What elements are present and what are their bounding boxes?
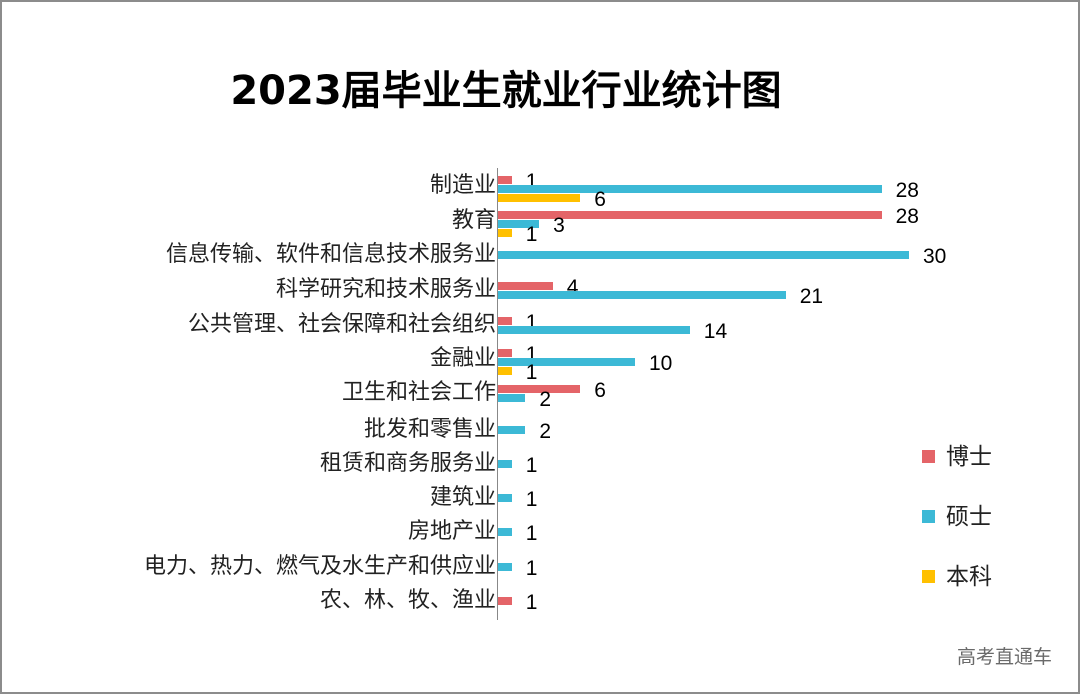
data-label: 1: [525, 454, 538, 477]
data-label: 30: [923, 245, 947, 268]
data-label: 28: [895, 179, 919, 202]
bar-shuoshi: [498, 460, 512, 468]
category-label: 租赁和商务服务业: [319, 451, 496, 476]
category-label: 卫生和社会工作: [341, 380, 496, 405]
category-label: 制造业: [429, 173, 496, 198]
data-label: 2: [539, 420, 552, 443]
data-label: 21: [799, 285, 824, 308]
category-label: 教育: [451, 208, 496, 233]
legend-swatch-shuoshi: [922, 510, 935, 523]
data-label: 14: [703, 320, 728, 343]
bar-shuoshi: [498, 291, 786, 299]
bar-shuoshi: [498, 528, 512, 536]
legend-label: 硕士: [946, 504, 992, 530]
bar-boshi: [498, 282, 553, 290]
bar-boshi: [498, 176, 512, 184]
category-label: 农、林、牧、渔业: [319, 588, 496, 613]
category-label: 房地产业: [407, 519, 496, 544]
bar-shuoshi: [498, 563, 512, 571]
data-label: 1: [525, 522, 538, 545]
category-label: 科学研究和技术服务业: [275, 277, 496, 302]
bar-shuoshi: [498, 185, 882, 193]
bar-boshi: [498, 211, 882, 219]
bar-shuoshi: [498, 251, 909, 259]
data-label: 1: [525, 311, 538, 334]
category-label: 金融业: [429, 346, 496, 371]
bar-shuoshi: [498, 326, 690, 334]
legend-label: 本科: [946, 564, 992, 590]
data-label: 6: [594, 188, 606, 211]
bar-shuoshi: [498, 426, 526, 434]
data-label: 1: [525, 223, 538, 246]
bar-shuoshi: [498, 220, 540, 228]
data-label: 6: [594, 379, 606, 402]
category-label: 建筑业: [429, 485, 496, 510]
watermark: 高考直通车: [956, 646, 1052, 668]
bar-boshi: [498, 349, 512, 357]
data-label: 10: [649, 352, 673, 375]
legend-label: 博士: [946, 444, 992, 470]
data-label: 1: [525, 557, 538, 580]
data-label: 1: [525, 170, 538, 193]
category-label: 信息传输、软件和信息技术服务业: [165, 242, 496, 267]
bar-boshi: [498, 597, 512, 605]
bar-shuoshi: [498, 494, 512, 502]
legend-swatch-benke: [922, 570, 935, 583]
bar-shuoshi: [498, 358, 635, 366]
legend-swatch-boshi: [922, 450, 935, 463]
y-axis-line: [497, 168, 498, 620]
bar-benke: [498, 194, 581, 202]
data-label: 3: [553, 214, 565, 237]
chart-title: 2023届毕业生就业行业统计图: [230, 68, 782, 114]
category-label: 批发和零售业: [363, 417, 496, 442]
bar-boshi: [498, 317, 512, 325]
data-label: 28: [895, 205, 919, 228]
bar-benke: [498, 229, 512, 237]
data-label: 1: [525, 488, 538, 511]
category-label: 电力、热力、燃气及水生产和供应业: [143, 554, 496, 579]
data-label: 4: [566, 276, 579, 299]
category-label: 公共管理、社会保障和社会组织: [187, 312, 496, 337]
data-label: 1: [525, 361, 538, 384]
bar-boshi: [498, 385, 581, 393]
bar-shuoshi: [498, 394, 526, 402]
data-label: 1: [525, 591, 538, 614]
data-label: 2: [539, 388, 552, 411]
data-label: 1: [525, 343, 538, 366]
bar-benke: [498, 367, 512, 375]
